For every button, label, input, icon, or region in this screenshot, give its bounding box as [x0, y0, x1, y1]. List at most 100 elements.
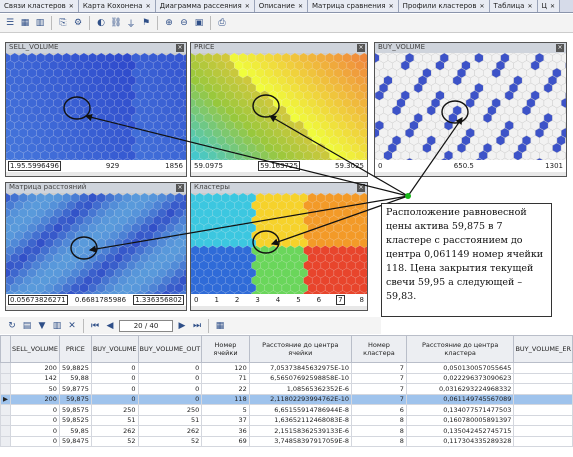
table-row[interactable]: 0 59,8575 250 250 5 6,65155914786944E-8 6 0,134… — [0, 404, 573, 416]
column-header[interactable]: Номер ячейки — [201, 335, 250, 363]
tab-item[interactable]: Профили кластеров ✕ — [398, 0, 490, 12]
map-title-text: Матрица расстояний — [9, 183, 87, 191]
close-icon[interactable]: × — [556, 44, 564, 52]
column-header[interactable]: PRICE — [58, 335, 92, 363]
close-icon[interactable]: × — [357, 184, 365, 192]
map-distance-matrix[interactable]: Матрица расстояний × 0.05673826271 0.66817… — [5, 182, 187, 311]
row-indicator — [0, 414, 11, 426]
table-cell — [513, 425, 573, 437]
tab-item[interactable]: Таблица ✕ — [489, 0, 538, 12]
table-cell: 51 — [90, 414, 139, 426]
close-tab-icon[interactable]: ✕ — [388, 3, 394, 10]
filter-icon[interactable]: ▼ — [38, 320, 46, 331]
export-icon[interactable]: ⎘ — [59, 18, 67, 28]
table-cell: 0,134077571477503 — [405, 404, 515, 416]
tab-item[interactable]: Матрица сравнения ✕ — [307, 0, 399, 12]
last-page-icon[interactable]: ⏭ — [192, 320, 202, 331]
layout-icon[interactable]: ▦ — [20, 18, 30, 28]
map-price[interactable]: PRICE × 59.0975 59.163725 59.3025 — [190, 42, 368, 177]
table-cell: 2,15158362539133E-6 — [248, 425, 352, 437]
map-buy-volume[interactable]: BUY_VOLUME × 0 650.5 1301 — [374, 42, 567, 177]
close-icon[interactable]: × — [357, 44, 365, 52]
table-cell: 0,061149745567089 — [405, 393, 515, 405]
tab-item[interactable]: Карта Кохонена ✕ — [78, 0, 156, 12]
column-header[interactable]: Расстояние до центра кластера — [405, 335, 515, 363]
table-row[interactable]: 0 59,8525 51 51 37 1,63652112468083E-8 8 0,1607… — [0, 414, 573, 426]
table-row[interactable]: 0 59,85 262 262 36 2,15158362539133E-6 8 0,1350… — [0, 425, 573, 437]
color-icon[interactable]: ◐ — [97, 18, 105, 28]
grid-view-icon[interactable]: ☰ — [5, 18, 15, 28]
tab-item[interactable]: Связи кластеров ✕ — [0, 0, 79, 12]
columns-icon[interactable]: ▥ — [52, 320, 62, 331]
grid-settings-icon[interactable]: ▤ — [22, 320, 32, 331]
table-row[interactable]: 0 59,8475 52 52 69 3,74858397917059E-8 8 0,1173… — [0, 435, 573, 447]
row-indicator — [0, 372, 11, 384]
close-tab-icon[interactable]: ✕ — [527, 3, 533, 10]
close-tab-icon[interactable]: ✕ — [297, 3, 303, 10]
column-header[interactable]: BUY_VOLUME — [90, 335, 139, 363]
marker-icon[interactable]: ⚑ — [141, 18, 151, 28]
tab-label: Диаграмма рассеяния — [159, 2, 242, 10]
page-indicator[interactable]: 20 / 40 — [119, 319, 173, 332]
close-icon[interactable]: × — [176, 44, 184, 52]
table-cell: 0 — [90, 383, 139, 395]
close-tab-icon[interactable]: ✕ — [479, 3, 485, 10]
refresh-icon[interactable]: ↻ — [8, 320, 16, 331]
hex-map[interactable] — [6, 53, 186, 160]
hex-map[interactable] — [191, 53, 367, 160]
scale-min: 0.05673826271 — [8, 295, 68, 305]
hex-map[interactable] — [191, 193, 367, 294]
column-header[interactable]: Расстояние до центра ячейки — [248, 335, 352, 363]
hex-map[interactable] — [375, 53, 566, 160]
first-page-icon[interactable]: ⏮ — [90, 320, 100, 331]
toolbar-separator — [208, 318, 209, 333]
prev-page-icon[interactable]: ◀ — [106, 320, 114, 331]
table-cell: 59,8775 — [58, 383, 92, 395]
table-cell: 262 — [90, 425, 139, 437]
table-cell: 0 — [10, 425, 60, 437]
close-tab-icon[interactable]: ✕ — [145, 3, 151, 10]
close-tab-icon[interactable]: ✕ — [244, 3, 250, 10]
table-row[interactable]: 200 59,8825 0 0 120 7,05373845632975E-10 7 0,05… — [0, 362, 573, 374]
next-page-icon[interactable]: ▶ — [178, 320, 186, 331]
settings-icon[interactable]: ⚙ — [73, 18, 83, 28]
link-icon[interactable]: ⛓ — [110, 18, 122, 28]
clear-filter-icon[interactable]: ✕ — [68, 320, 76, 331]
table-cell: 59,85 — [58, 425, 92, 437]
table-cell: 120 — [201, 362, 250, 374]
tab-item[interactable]: Диаграмма рассеяния ✕ — [155, 0, 255, 12]
columns-icon[interactable]: ▥ — [35, 18, 45, 28]
zoom-in-icon[interactable]: ⊕ — [165, 18, 173, 28]
close-tab-icon[interactable]: ✕ — [549, 3, 555, 10]
table-cell — [513, 404, 573, 416]
toolbar-separator — [83, 318, 84, 333]
table-cell — [513, 435, 573, 447]
print-icon[interactable]: ⎙ — [218, 18, 226, 28]
map-clusters[interactable]: Кластеры × 0 1 2 3 4 5 6 7 8 — [190, 182, 368, 311]
fit-icon[interactable]: ▣ — [194, 18, 204, 28]
filter-icon[interactable]: ⏚ — [126, 19, 136, 30]
table-cell: 59,875 — [58, 393, 92, 405]
table-cell: 0 — [137, 383, 203, 395]
tab-item[interactable]: Описание ✕ — [254, 0, 308, 12]
table-cell: 3,74858397917059E-8 — [248, 435, 352, 447]
column-header[interactable]: Номер кластера — [350, 335, 407, 363]
color-scale: 0.05673826271 0.6681785986 1.336356802 — [6, 294, 186, 306]
hex-map[interactable] — [6, 193, 186, 294]
zoom-out-icon[interactable]: ⊖ — [180, 18, 188, 28]
table-cell: 6 — [350, 404, 407, 416]
column-header[interactable]: SELL_VOLUME — [10, 335, 60, 363]
table-cell: 6,65155914786944E-8 — [248, 404, 352, 416]
table-row[interactable]: ▶ 200 59,875 0 0 118 2,11802293994762E-10 7 0,06… — [0, 393, 573, 405]
close-icon[interactable]: × — [176, 184, 184, 192]
column-header[interactable]: BUY_VOLUME_ER — [513, 335, 573, 363]
table-row[interactable]: 142 59,88 0 0 71 6,56507692598858E-10 7 0,02229… — [0, 372, 573, 384]
tab-item[interactable]: Ц ✕ — [537, 0, 560, 12]
table-row[interactable]: 50 59,8775 0 0 22 1,08565362352E-6 7 0,03162932… — [0, 383, 573, 395]
close-tab-icon[interactable]: ✕ — [68, 3, 74, 10]
map-title-text: SELL_VOLUME — [9, 43, 59, 51]
map-sell-volume[interactable]: SELL_VOLUME × 1.95.5996496 929 1856 — [5, 42, 187, 177]
table-cell — [513, 414, 573, 426]
column-header[interactable]: BUY_VOLUME_OUT — [137, 335, 203, 363]
export-excel-icon[interactable]: ▦ — [215, 320, 225, 331]
